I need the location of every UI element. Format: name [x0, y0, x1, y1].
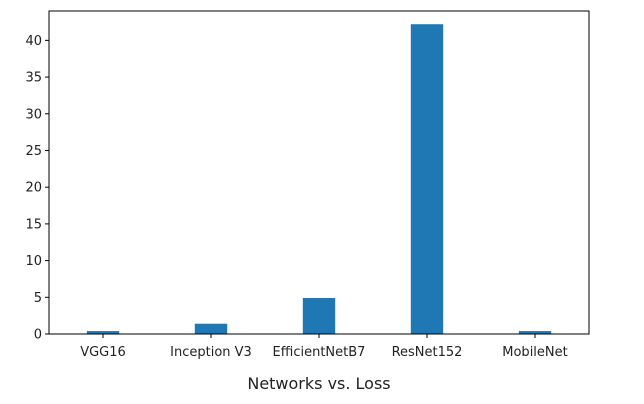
x-axis-label: Networks vs. Loss — [247, 374, 390, 393]
y-tick-label: 40 — [25, 34, 42, 49]
y-tick-label: 35 — [25, 71, 42, 86]
x-tick-label: Inception V3 — [170, 345, 252, 360]
y-tick-label: 5 — [34, 291, 42, 306]
bar-0 — [86, 331, 120, 334]
y-axis-ticks: 0 5 10 15 20 25 30 35 40 — [25, 34, 49, 343]
y-tick-label: 15 — [25, 217, 42, 232]
bar-3 — [410, 24, 444, 335]
x-tick-label: ResNet152 — [392, 345, 463, 360]
y-tick-label: 0 — [34, 328, 42, 343]
y-tick-label: 10 — [25, 254, 42, 269]
y-tick-label: 30 — [25, 107, 42, 122]
bars — [86, 24, 552, 335]
x-tick-label: EfficientNetB7 — [273, 345, 366, 360]
bar-2 — [302, 298, 336, 334]
x-axis-ticks: VGG16 Inception V3 EfficientNetB7 ResNet152… — [80, 334, 568, 360]
y-tick-label: 25 — [25, 144, 42, 159]
x-tick-label: MobileNet — [502, 345, 567, 360]
x-tick-label: VGG16 — [80, 345, 126, 360]
plot-frame — [48, 10, 590, 335]
bar-4 — [518, 331, 552, 334]
y-tick-label: 20 — [25, 181, 42, 196]
bar-1 — [194, 323, 228, 334]
